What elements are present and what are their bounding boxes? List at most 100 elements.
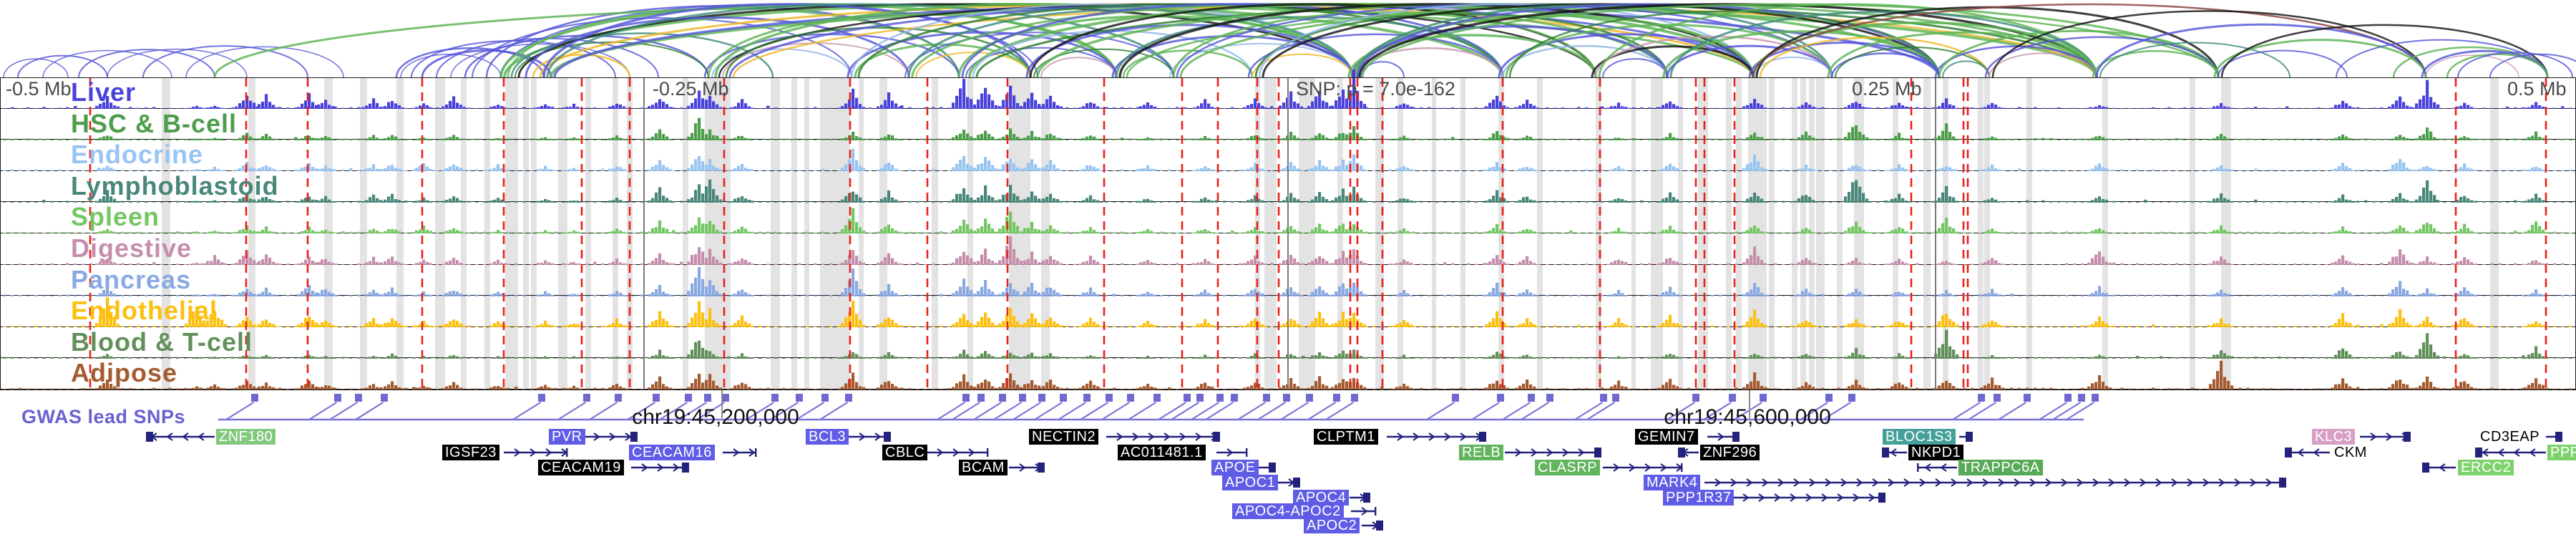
snp-marker [1497, 394, 1504, 402]
highlight-band [967, 77, 973, 390]
interaction-arc [847, 31, 1118, 77]
gene-end-bar [2282, 478, 2284, 487]
gene-label-bloc1s3: BLOC1S3 [1883, 429, 1956, 445]
interaction-arc [1759, 37, 1991, 77]
snp-callout-line [1325, 402, 1355, 420]
snp-callout-line [1058, 402, 1087, 420]
snp-callout-line [659, 402, 688, 420]
highlight-band [791, 77, 797, 390]
gene-end-bar [2424, 463, 2426, 472]
gene-end-bar [1482, 432, 1484, 441]
interaction-arc [965, 47, 1117, 77]
snp-callout-line [1667, 402, 1696, 420]
gene-strand-arrow [2155, 478, 2162, 487]
gene-strand-arrow [1019, 463, 1026, 472]
interaction-arc [1991, 10, 2427, 77]
gene-strand-arrow [657, 463, 664, 472]
highlight-band [248, 77, 255, 390]
gene-end-bar [1379, 521, 1381, 530]
track-label-endothelial: Endothelial [71, 296, 218, 326]
highlight-band [1255, 77, 1260, 390]
gene-end-bar [147, 432, 150, 441]
gene-end-bar [1679, 448, 1682, 457]
signal-bars-adipose [3, 361, 2572, 390]
highlight-band [1792, 77, 1797, 390]
gene-label-znf180: ZNF180 [216, 429, 276, 445]
snp-callout-line [1128, 402, 1157, 420]
interaction-arc [1357, 3, 1941, 77]
highlight-band [1678, 77, 1683, 390]
snp-callout-line [1502, 402, 1531, 420]
interaction-arc [1258, 3, 1755, 77]
gene-strand-arrow [673, 463, 680, 472]
gene-exon-block [2475, 448, 2482, 458]
highlight-band [1800, 77, 1806, 390]
snp-marker [381, 394, 388, 402]
track-label-hsc-b-cell: HSC & B-cell [71, 108, 238, 138]
interaction-arc [2336, 39, 2548, 77]
gene-strand-arrow [530, 448, 537, 457]
snp-marker [845, 394, 852, 402]
snp-callout-line [329, 402, 358, 420]
gene-label-igsf23: IGSF23 [442, 445, 499, 460]
snp-marker [355, 394, 362, 402]
gene-label-ckm: CKM [2334, 445, 2367, 460]
highlight-band [859, 77, 864, 390]
gene-strand-arrow [1821, 493, 1828, 502]
snp-marker [2078, 394, 2085, 402]
gene-strand-arrow [1444, 432, 1451, 441]
gene-end-bar [1883, 448, 1885, 457]
highlight-band [1498, 77, 1504, 390]
gene-label-clptm1: CLPTM1 [1314, 429, 1378, 445]
highlight-band [2102, 77, 2108, 390]
gene-strand-arrow [2124, 478, 2131, 487]
snp-marker [977, 394, 985, 402]
highlight-band [1432, 77, 1436, 390]
snp-marker [334, 394, 341, 402]
gene-strand-arrow [1714, 478, 1722, 487]
interaction-arc [1938, 29, 2220, 77]
interaction-arc [450, 43, 630, 77]
gene-strand-arrow [1546, 448, 1553, 457]
gene-strand-arrow [1951, 478, 1958, 487]
interaction-arc [185, 46, 344, 77]
ruler-label-snp-pvalue: SNP: p = 7.0e-162 [1296, 78, 1455, 100]
gene-label-mark4: MARK4 [1644, 475, 1701, 490]
snp-marker [1019, 394, 1026, 402]
snp-marker [1263, 394, 1270, 402]
coordinate-label-left: chr19:45,200,000 [632, 405, 799, 429]
gene-strand-arrow [1730, 478, 1737, 487]
snp-marker [1060, 394, 1067, 402]
interaction-arc [2213, 39, 2427, 77]
snp-callout-line [2039, 402, 2068, 420]
gene-end-bar [2558, 432, 2560, 441]
gene-label-znf296: ZNF296 [1700, 445, 1760, 460]
gene-label-ac011481.1: AC011481.1 [1118, 445, 1206, 460]
snp-callout-line [770, 402, 799, 420]
snp-callout-line [627, 402, 656, 420]
highlight-band [531, 77, 537, 390]
snp-callout-line [1158, 402, 1187, 420]
gene-strand-arrow [1840, 478, 1848, 487]
gene-strand-arrow [1179, 432, 1186, 441]
snp-marker [583, 394, 590, 402]
gene-strand-arrow [1397, 432, 1404, 441]
snp-marker [1848, 394, 1855, 402]
gene-strand-arrow [2234, 478, 2241, 487]
signal-bars-digestive [3, 236, 2572, 265]
snp-callout-line [746, 402, 775, 420]
gene-strand-arrow [1578, 448, 1585, 457]
highlight-band [1893, 77, 1898, 390]
highlight-band [324, 77, 333, 390]
highlight-band [1837, 77, 1843, 390]
snp-marker [1333, 394, 1340, 402]
snp-marker [1306, 394, 1313, 402]
snp-marker [704, 394, 711, 402]
snp-callout-line [512, 402, 542, 420]
snp-callout-line [1703, 402, 1732, 420]
gene-strand-arrow [2482, 448, 2489, 457]
gene-strand-arrow [2077, 478, 2084, 487]
gene-exon-block [2422, 463, 2429, 473]
ruler-label-minus-half-mb: -0.5 Mb [6, 78, 72, 100]
interaction-arc [1598, 3, 2098, 77]
